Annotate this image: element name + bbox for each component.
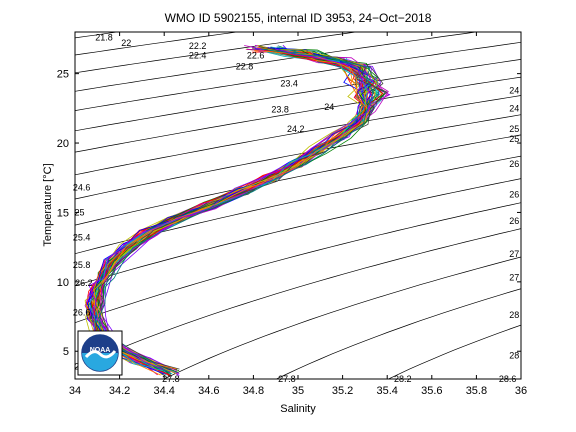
contour-label-25: 26 <box>509 159 519 169</box>
contour-label-10: 24.6 <box>73 183 91 193</box>
density-contour-7 <box>75 41 521 111</box>
profile-line-57 <box>94 50 370 370</box>
contour-label-27: 26 <box>509 216 519 226</box>
contour-label-30: 28 <box>509 310 519 320</box>
profile-line-56 <box>98 46 388 370</box>
density-contour-4 <box>75 32 240 56</box>
noaa-logo: NOAA <box>77 330 123 376</box>
density-contour-14 <box>75 178 521 287</box>
noaa-logo-text: NOAA <box>90 347 111 354</box>
contour-label-26: 26 <box>509 189 519 199</box>
x-tick-label-9: 35.8 <box>466 385 487 397</box>
contour-label-5: 22.8 <box>236 62 254 72</box>
x-tick-label-8: 35.6 <box>421 385 442 397</box>
contour-label-9: 24.2 <box>287 124 305 134</box>
profile-line-59 <box>98 48 375 374</box>
profile-line-58 <box>88 48 373 371</box>
density-contour-16 <box>75 228 521 369</box>
x-tick-label-0: 34 <box>69 385 81 397</box>
contour-label-1: 22 <box>121 38 131 48</box>
x-tick-label-1: 34.2 <box>109 385 130 397</box>
x-tick-label-5: 35 <box>292 385 304 397</box>
y-axis: 5 10 15 20 25 <box>57 69 521 358</box>
density-contour-19 <box>387 324 521 379</box>
contour-label-7: 23.8 <box>271 105 289 115</box>
density-contour-10 <box>75 95 521 176</box>
x-tick-label-2: 34.4 <box>153 385 174 397</box>
contour-label-4: 22.6 <box>247 51 265 61</box>
x-tick-label-4: 34.8 <box>243 385 264 397</box>
y-tick-label-0: 5 <box>63 346 69 358</box>
contour-label-21: 24 <box>509 85 519 95</box>
x-tick-label-10: 36 <box>515 385 527 397</box>
density-contour-17 <box>163 256 521 379</box>
x-axis: 34 34.2 34.4 34.6 34.8 35 35.2 35.4 35.6 35.8 36 <box>69 32 527 397</box>
density-contour-8 <box>75 59 521 132</box>
y-tick-label-3: 20 <box>57 138 69 150</box>
plot-area <box>75 32 521 379</box>
contour-label-24: 25 <box>509 134 519 144</box>
profile-line-52 <box>93 49 384 376</box>
contour-label-12: 25.4 <box>73 232 91 242</box>
contour-label-22: 24 <box>509 103 519 113</box>
y-axis-label: Temperature [°C] <box>42 163 54 246</box>
float-profiles <box>84 44 391 376</box>
contour-label-28: 27 <box>509 249 519 259</box>
contour-label-2: 22.2 <box>189 41 207 51</box>
contour-label-8: 24 <box>324 102 334 112</box>
density-contour-15 <box>75 202 521 324</box>
x-tick-label-7: 35.4 <box>376 385 397 397</box>
x-tick-label-3: 34.6 <box>198 385 219 397</box>
contour-label-29: 27 <box>509 273 519 283</box>
contour-label-3: 22.4 <box>189 51 207 61</box>
contour-label-23: 25 <box>509 124 519 134</box>
density-contour-18 <box>275 288 521 379</box>
chart-title: WMO ID 5902155, internal ID 3953, 24−Oct… <box>165 11 432 25</box>
contour-label-11: 25 <box>74 207 84 217</box>
contour-label-15: 26.6 <box>73 307 91 317</box>
contour-label-31: 28 <box>509 350 519 360</box>
contour-label-0: 21.8 <box>95 33 113 43</box>
contour-label-14: 26.2 <box>75 278 93 288</box>
x-tick-label-6: 35.2 <box>332 385 353 397</box>
y-tick-label-4: 25 <box>57 69 69 81</box>
density-contour-9 <box>75 76 521 153</box>
contour-label-6: 23.4 <box>280 78 298 88</box>
y-tick-label-1: 10 <box>57 277 69 289</box>
contour-label-13: 25.8 <box>73 260 91 270</box>
density-contour-12 <box>75 134 521 226</box>
x-axis-label: Salinity <box>280 403 316 415</box>
y-tick-label-2: 15 <box>57 207 69 219</box>
density-contour-5 <box>75 32 359 74</box>
density-contour-11 <box>75 114 521 200</box>
